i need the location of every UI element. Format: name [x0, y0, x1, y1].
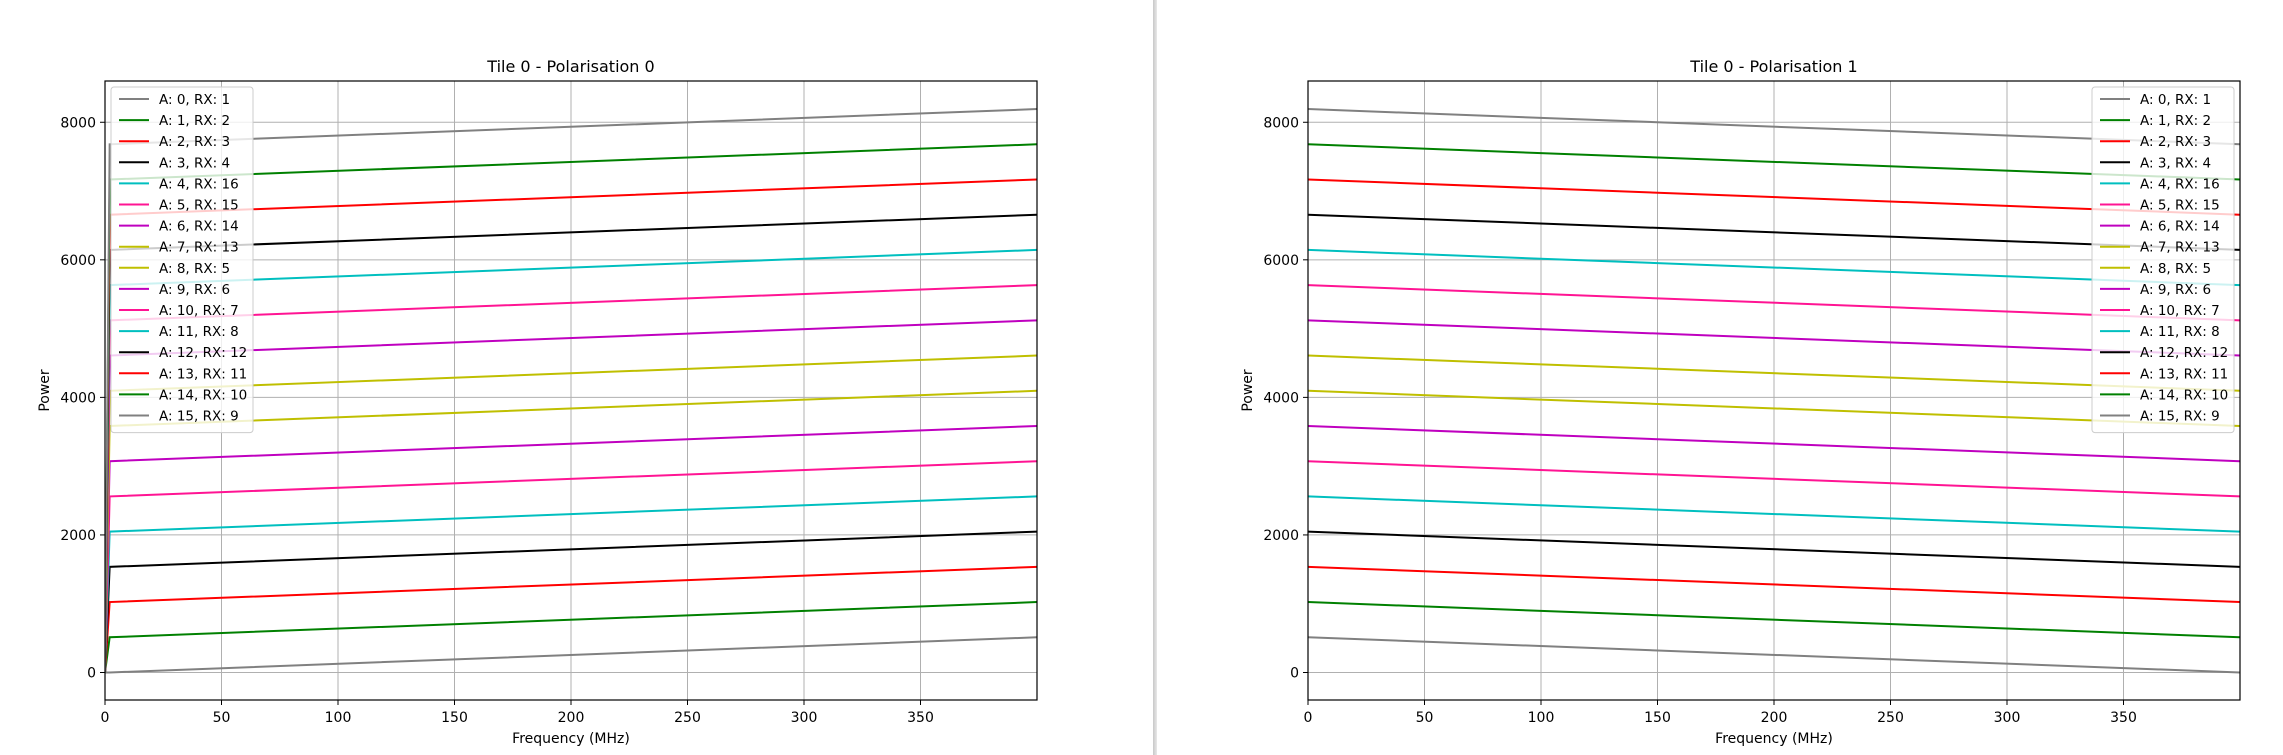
legend-entry: A: 10, RX: 7 — [2140, 303, 2220, 319]
y-tick-label: 2000 — [1263, 528, 1299, 544]
legend-entry: A: 12, RX: 12 — [2140, 345, 2228, 361]
series-line-1 — [1308, 601, 2240, 639]
legend-entry: A: 8, RX: 5 — [2140, 261, 2211, 277]
legend-entry: A: 11, RX: 8 — [2140, 324, 2220, 340]
legend-entry: A: 12, RX: 12 — [159, 345, 247, 361]
y-tick-label: 4000 — [60, 390, 96, 406]
x-tick-label: 300 — [1994, 710, 2021, 726]
x-tick-label: 350 — [907, 710, 934, 726]
series-line-7 — [1308, 389, 2240, 427]
legend-entry: A: 0, RX: 1 — [159, 92, 230, 108]
legend-box — [110, 86, 254, 434]
x-tick-label: 50 — [213, 710, 231, 726]
x-tick-label: 0 — [1304, 710, 1313, 726]
y-tick-label: 6000 — [60, 253, 96, 269]
legend-entry: A: 0, RX: 1 — [2140, 92, 2211, 108]
legend-entry: A: 3, RX: 4 — [2140, 155, 2211, 171]
y-tick-label: 8000 — [1263, 115, 1299, 131]
legend-box — [2091, 86, 2235, 434]
series-line-5 — [1308, 460, 2240, 498]
legend-entry: A: 14, RX: 10 — [2140, 387, 2228, 403]
x-tick-label: 0 — [101, 710, 110, 726]
legend-entry: A: 7, RX: 13 — [2140, 240, 2220, 256]
legend-entry: A: 6, RX: 14 — [2140, 219, 2220, 235]
series-line-15 — [105, 108, 1037, 673]
x-tick-label: 150 — [441, 710, 468, 726]
legend: A: 0, RX: 1 A: 1, RX: 2 A: 2, RX: 3 A: 3, R… — [110, 86, 254, 434]
y-tick-label: 2000 — [60, 528, 96, 544]
legend-entry: A: 8, RX: 5 — [159, 261, 230, 277]
x-tick-label: 200 — [1761, 710, 1788, 726]
legend-entry: A: 5, RX: 15 — [159, 198, 239, 214]
x-tick-label: 100 — [1528, 710, 1555, 726]
series-line-6 — [1308, 424, 2240, 463]
series-line-15 — [1308, 108, 2240, 146]
y-axis-label: Power — [1240, 369, 1256, 412]
series-line-12 — [1308, 213, 2240, 251]
legend-entry: A: 5, RX: 15 — [2140, 198, 2220, 214]
series-line-10 — [1308, 284, 2240, 322]
x-tick-label: 200 — [558, 710, 585, 726]
x-tick-label: 50 — [1416, 710, 1434, 726]
y-tick-label: 0 — [87, 665, 96, 681]
chart-polarisation-0: Tile 0 - Polarisation 0 0 50 100 150 200 250 30… — [37, 57, 1038, 747]
x-tick-label: 300 — [791, 710, 818, 726]
legend-entry: A: 15, RX: 9 — [2140, 409, 2220, 425]
x-tick-label: 250 — [1877, 710, 1904, 726]
plot-frame — [1307, 80, 2241, 701]
series-group — [1308, 108, 2240, 674]
legend-entry: A: 2, RX: 3 — [159, 134, 230, 150]
chart-polarisation-1: Tile 0 - Polarisation 1 0 50 100 150 200 250 30… — [1240, 57, 2241, 747]
x-tick-label: 350 — [2110, 710, 2137, 726]
y-tick-label: 0 — [1290, 665, 1299, 681]
legend-entry: A: 13, RX: 11 — [159, 366, 247, 382]
series-group — [105, 108, 1037, 674]
y-axis-label: Power — [37, 369, 53, 412]
window-divider — [1153, 0, 1157, 755]
y-tick-label: 4000 — [1263, 390, 1299, 406]
legend-entry: A: 6, RX: 14 — [159, 219, 239, 235]
series-line-0 — [1308, 636, 2240, 674]
chart-title: Tile 0 - Polarisation 0 — [486, 57, 654, 76]
y-tick-label: 8000 — [60, 115, 96, 131]
series-line-13 — [1308, 178, 2240, 216]
series-line-0 — [105, 636, 1037, 674]
x-axis-label: Frequency (MHz) — [1715, 731, 1833, 747]
series-line-11 — [1308, 248, 2240, 287]
legend-entry: A: 1, RX: 2 — [159, 113, 230, 129]
legend-entry: A: 11, RX: 8 — [159, 324, 239, 340]
legend-entry: A: 2, RX: 3 — [2140, 134, 2211, 150]
series-line-4 — [1308, 495, 2240, 533]
y-tick-label: 6000 — [1263, 253, 1299, 269]
x-axis-label: Frequency (MHz) — [512, 731, 630, 747]
chart-title: Tile 0 - Polarisation 1 — [1689, 57, 1857, 76]
legend-entry: A: 9, RX: 6 — [2140, 282, 2211, 298]
legend-entry: A: 14, RX: 10 — [159, 387, 247, 403]
x-tick-label: 100 — [325, 710, 352, 726]
legend-entry: A: 15, RX: 9 — [159, 409, 239, 425]
legend-entry: A: 7, RX: 13 — [159, 240, 239, 256]
legend-entry: A: 1, RX: 2 — [2140, 113, 2211, 129]
x-tick-label: 250 — [674, 710, 701, 726]
legend: A: 0, RX: 1 A: 1, RX: 2 A: 2, RX: 3 A: 3, R… — [2091, 86, 2235, 434]
series-line-3 — [1308, 530, 2240, 568]
x-tick-label: 150 — [1644, 710, 1671, 726]
series-line-14 — [1308, 143, 2240, 181]
series-line-9 — [1308, 319, 2240, 357]
legend-entry: A: 10, RX: 7 — [159, 303, 239, 319]
series-line-8 — [1308, 354, 2240, 392]
legend-entry: A: 4, RX: 16 — [2140, 176, 2220, 192]
legend-entry: A: 4, RX: 16 — [159, 176, 239, 192]
legend-entry: A: 13, RX: 11 — [2140, 366, 2228, 382]
plot-frame — [104, 80, 1038, 701]
legend-entry: A: 3, RX: 4 — [159, 155, 230, 171]
legend-entry: A: 9, RX: 6 — [159, 282, 230, 298]
series-line-2 — [1308, 565, 2240, 604]
